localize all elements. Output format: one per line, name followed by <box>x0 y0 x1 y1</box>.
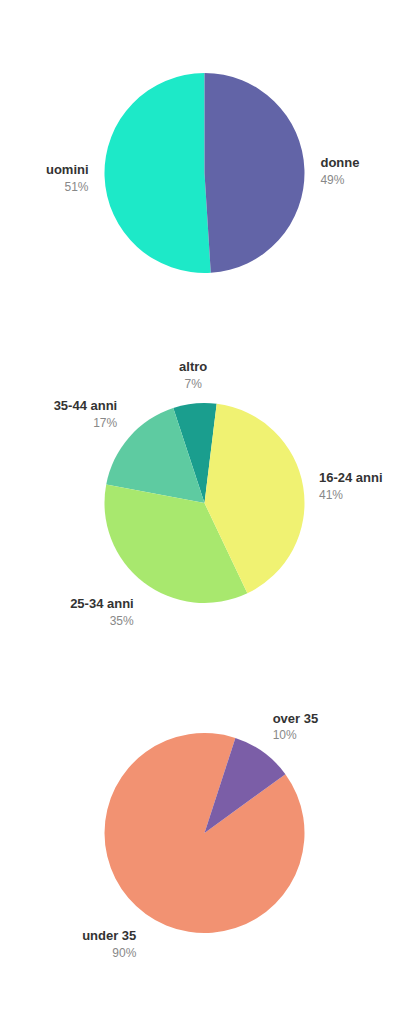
svg-text:over 35: over 35 <box>273 711 319 726</box>
svg-text:25-34 anni: 25-34 anni <box>70 596 134 611</box>
svg-text:35%: 35% <box>110 614 134 628</box>
svg-text:41%: 41% <box>319 488 343 502</box>
svg-text:16-24 anni: 16-24 anni <box>319 470 383 485</box>
svg-text:49%: 49% <box>320 173 344 187</box>
svg-text:donne: donne <box>320 155 359 170</box>
svg-text:35-44 anni: 35-44 anni <box>54 398 118 413</box>
svg-text:7%: 7% <box>185 377 203 391</box>
svg-text:10%: 10% <box>273 728 297 742</box>
svg-text:altro: altro <box>179 359 207 374</box>
svg-text:under 35: under 35 <box>82 928 136 943</box>
svg-text:17%: 17% <box>93 416 117 430</box>
svg-text:90%: 90% <box>112 946 136 960</box>
svg-text:51%: 51% <box>65 180 89 194</box>
svg-text:uomini: uomini <box>46 162 89 177</box>
